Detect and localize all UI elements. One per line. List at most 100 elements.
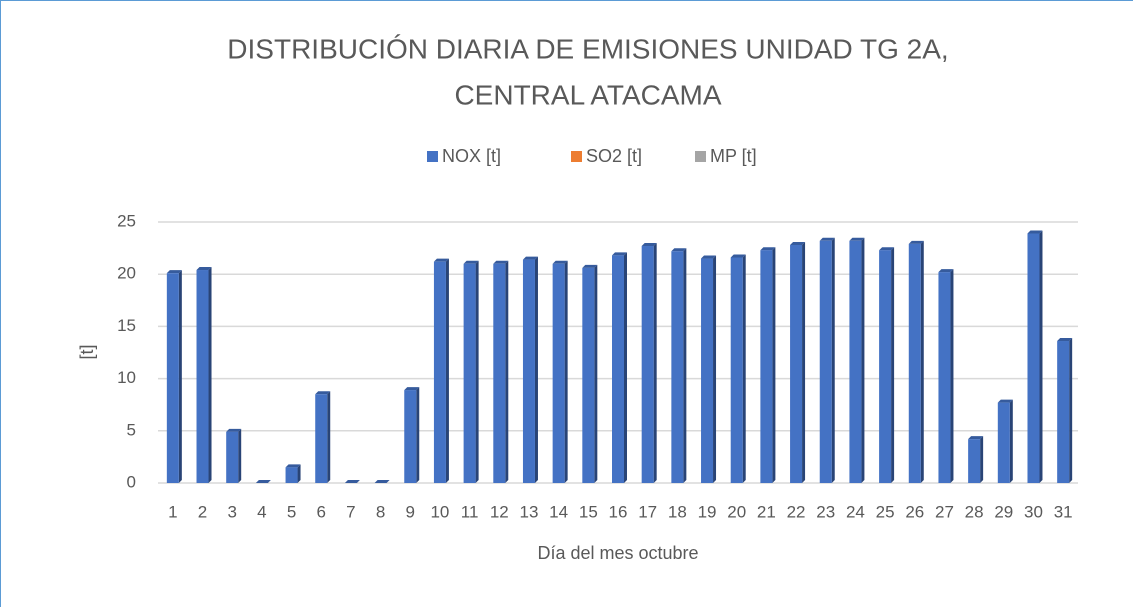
bar-face [552,263,565,483]
bar-top [671,248,687,252]
bar-side [683,248,687,483]
x-tick-label: 1 [168,502,177,521]
legend-label: SO2 [t] [586,146,642,166]
bar [255,480,271,483]
bar-side [624,252,627,483]
bar-top [908,240,924,244]
x-tick-label: 23 [816,502,835,521]
x-tick-label: 4 [257,502,266,521]
x-tick-label: 9 [406,502,415,521]
x-tick-label: 5 [287,502,296,521]
bar-side [713,255,717,483]
bar-top [760,247,776,251]
x-tick-label: 2 [198,502,207,521]
bar-face [968,439,981,483]
bar-side [178,270,182,483]
x-tick-label: 13 [520,502,539,521]
bar-top [582,264,598,268]
bar [790,241,806,483]
x-tick-label: 14 [549,502,568,521]
bar-face [166,273,179,483]
bar [493,260,509,483]
bar-side [742,254,746,483]
bar-top [879,247,895,251]
bar [968,436,984,483]
bar-top [938,269,954,273]
bar-face [790,244,803,483]
bar-face [463,263,476,483]
bar-top [493,260,509,264]
x-tick-label: 31 [1054,502,1073,521]
x-tick-label: 27 [935,502,954,521]
bar-side [653,243,657,483]
bar-face [938,272,951,483]
bar [404,387,420,483]
bar [879,247,895,483]
bar-face [1027,233,1040,483]
bar-top [730,254,746,258]
bar [730,254,746,483]
bar-top [1027,230,1043,234]
x-tick-label: 19 [698,502,717,521]
legend-label: MP [t] [710,146,757,166]
x-tick-label: 15 [579,502,598,521]
bar-side [772,247,776,483]
bar-side [208,267,212,483]
bar-top [196,267,212,271]
bar [641,243,657,483]
x-tick-label: 29 [994,502,1013,521]
x-tick-label: 7 [346,502,355,521]
bar-face [522,259,535,483]
bar [1027,230,1043,483]
bar [908,240,924,483]
y-tick-label: 5 [127,420,136,439]
bar-top [701,255,717,259]
x-tick-label: 11 [461,502,479,521]
bar-top [404,387,420,391]
bar [701,255,717,483]
bar-side [920,240,924,483]
bar-top [315,391,331,395]
bar-top [1057,338,1073,342]
bar [552,260,568,483]
bar-side [327,391,331,483]
bar [374,480,390,483]
bar-face [493,263,506,483]
bar-top [226,428,242,432]
x-tick-label: 3 [227,502,236,521]
bar-top [374,480,390,483]
bar-top [166,270,182,274]
bar [344,480,360,483]
bar-face [849,240,862,483]
bar-side [861,237,865,483]
x-tick-label: 28 [965,502,984,521]
bar [315,391,331,483]
y-tick-label: 0 [127,472,136,491]
x-tick-label: 16 [609,502,628,521]
bar-face [819,240,832,483]
x-tick-label: 25 [876,502,895,521]
bar-face [315,394,328,483]
bar-face [701,258,714,483]
x-axis-label: Día del mes octubre [537,543,698,563]
bar [166,270,182,483]
bar-top [522,256,538,260]
bar-side [950,269,954,483]
y-tick-label: 20 [117,264,136,283]
x-tick-label: 22 [787,502,806,521]
bar-side [416,387,420,483]
bar [582,264,598,483]
bar [522,256,538,483]
bar-side [831,237,835,483]
bar [997,399,1013,483]
chart-title: CENTRAL ATACAMA [454,79,721,110]
bar-side [534,256,538,483]
bar-face [612,255,624,483]
bar [671,248,687,483]
bar-face [404,390,417,483]
bar-top [790,241,806,245]
bar-side [1039,230,1043,483]
bar-top [849,237,865,241]
x-tick-label: 26 [905,502,924,521]
